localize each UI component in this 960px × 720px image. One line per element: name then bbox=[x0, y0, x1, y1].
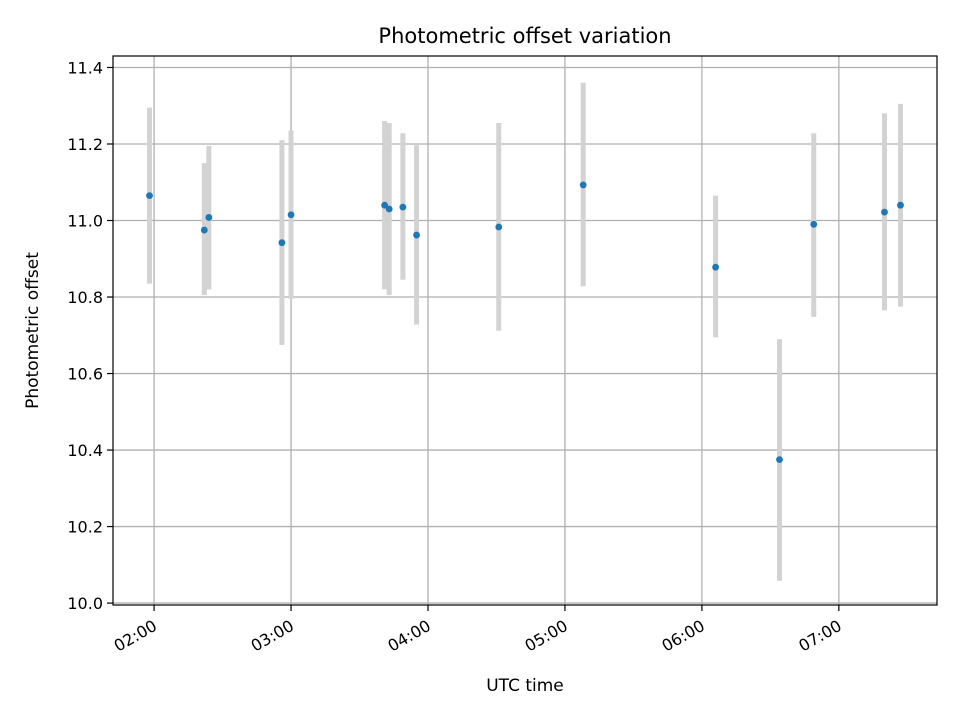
data-point-9 bbox=[495, 223, 503, 231]
data-point-8 bbox=[413, 231, 420, 239]
y-axis-title: Photometric offset bbox=[23, 252, 43, 409]
data-point-1 bbox=[200, 226, 208, 234]
error-bars bbox=[147, 82, 903, 581]
grid bbox=[113, 56, 937, 605]
data-point-0 bbox=[146, 192, 153, 200]
data-point-6 bbox=[385, 205, 393, 213]
data-point-12 bbox=[776, 456, 783, 464]
y-tick-label: 10.8 bbox=[67, 288, 103, 307]
data-point-15 bbox=[897, 201, 904, 209]
x-tick-label: 06:00 bbox=[658, 616, 707, 656]
data-point-11 bbox=[712, 263, 719, 271]
y-tick-label: 10.2 bbox=[67, 518, 103, 537]
x-tick-label: 02:00 bbox=[111, 616, 160, 656]
data-point-7 bbox=[399, 203, 407, 211]
data-point-3 bbox=[278, 239, 286, 247]
data-point-13 bbox=[810, 220, 818, 228]
y-tick-label: 10.4 bbox=[67, 441, 103, 460]
x-axis-ticks: 02:00 03:00 04:00 05:00 06:00 07:00 bbox=[111, 605, 845, 656]
data-points bbox=[146, 181, 904, 464]
data-point-4 bbox=[287, 211, 295, 219]
x-tick-label: 05:00 bbox=[522, 616, 571, 656]
x-axis-title: UTC time bbox=[486, 676, 564, 696]
chart-title: Photometric offset variation bbox=[378, 24, 671, 48]
y-tick-label: 11.4 bbox=[67, 58, 103, 77]
x-tick-label: 03:00 bbox=[248, 616, 297, 656]
y-tick-label: 11.2 bbox=[67, 135, 103, 154]
x-tick-label: 07:00 bbox=[795, 616, 844, 656]
data-point-10 bbox=[579, 181, 587, 189]
data-point-5 bbox=[381, 201, 389, 209]
plot-frame bbox=[112, 55, 938, 606]
y-tick-label: 10.6 bbox=[67, 365, 103, 384]
y-tick-label: 11.0 bbox=[67, 212, 103, 231]
y-tick-label: 10.0 bbox=[67, 594, 103, 613]
y-axis-ticks: 10.0 10.2 10.4 10.6 10.8 11.0 11.2 11.4 bbox=[67, 58, 113, 613]
data-point-2 bbox=[205, 214, 213, 221]
data-point-14 bbox=[881, 208, 888, 216]
x-tick-label: 04:00 bbox=[385, 616, 434, 656]
